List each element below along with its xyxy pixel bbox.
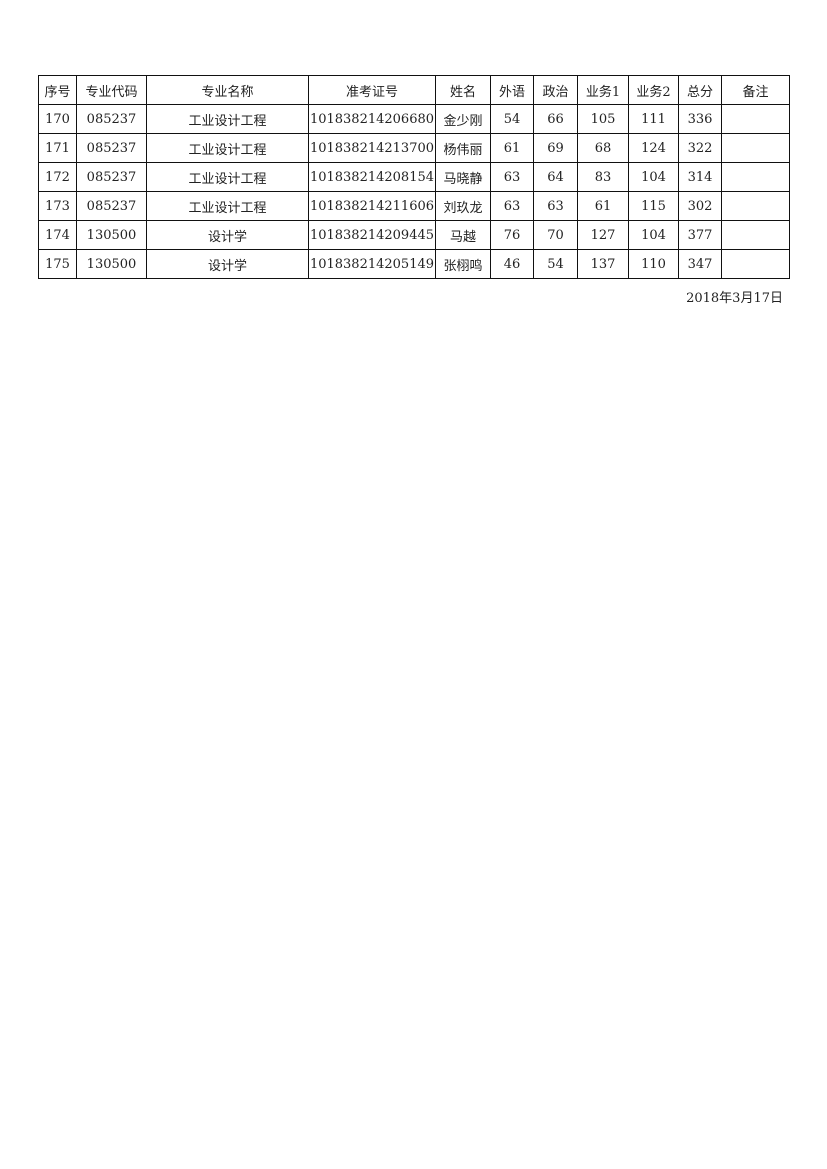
table-cell [721, 249, 790, 279]
table-cell: 64 [533, 162, 578, 192]
table-cell: 54 [533, 249, 578, 279]
table-cell [721, 162, 790, 192]
table-cell: 101838214206680 [308, 104, 436, 134]
table-cell: 130500 [76, 220, 147, 250]
table-cell: 104 [628, 162, 679, 192]
table-cell: 115 [628, 191, 679, 221]
table-cell: 68 [577, 133, 629, 163]
table-cell: 张栩鸣 [435, 249, 491, 279]
table-cell: 172 [38, 162, 77, 192]
table-cell: 63 [490, 191, 534, 221]
table-header-row: 序号 专业代码 专业名称 准考证号 姓名 外语 政治 业务1 业务2 总分 备注 [38, 75, 790, 105]
column-header: 专业名称 [146, 75, 309, 105]
table-cell: 175 [38, 249, 77, 279]
table-cell: 66 [533, 104, 578, 134]
table-cell: 101838214209445 [308, 220, 436, 250]
table-cell: 127 [577, 220, 629, 250]
column-header: 总分 [678, 75, 722, 105]
table-cell: 马越 [435, 220, 491, 250]
table-cell: 61 [490, 133, 534, 163]
table-cell [721, 133, 790, 163]
table-cell: 085237 [76, 191, 147, 221]
table-cell: 130500 [76, 249, 147, 279]
table-row: 173 085237 工业设计工程 101838214211606 刘玖龙 63 63 61 1… [38, 191, 790, 221]
table-cell: 46 [490, 249, 534, 279]
column-header: 姓名 [435, 75, 491, 105]
table-cell: 工业设计工程 [146, 104, 309, 134]
table-cell: 111 [628, 104, 679, 134]
table-row: 174 130500 设计学 101838214209445 马越 76 70 127 104 3… [38, 220, 790, 250]
table-cell: 工业设计工程 [146, 162, 309, 192]
table-cell: 085237 [76, 133, 147, 163]
column-header: 专业代码 [76, 75, 147, 105]
column-header: 准考证号 [308, 75, 436, 105]
column-header: 序号 [38, 75, 77, 105]
table-cell: 杨伟丽 [435, 133, 491, 163]
table-cell [721, 191, 790, 221]
table-cell: 刘玖龙 [435, 191, 491, 221]
table-cell: 70 [533, 220, 578, 250]
table-cell: 314 [678, 162, 722, 192]
table-cell: 金少刚 [435, 104, 491, 134]
table-cell: 马晓静 [435, 162, 491, 192]
table-cell: 322 [678, 133, 722, 163]
table-cell: 设计学 [146, 220, 309, 250]
table-cell: 137 [577, 249, 629, 279]
table-cell: 104 [628, 220, 679, 250]
table-cell: 085237 [76, 104, 147, 134]
column-header: 政治 [533, 75, 578, 105]
table-cell [721, 220, 790, 250]
table-cell: 173 [38, 191, 77, 221]
table-cell: 171 [38, 133, 77, 163]
table-cell: 69 [533, 133, 578, 163]
table-cell: 工业设计工程 [146, 191, 309, 221]
table-row: 170 085237 工业设计工程 101838214206680 金少刚 54 66 105… [38, 104, 790, 134]
table-row: 175 130500 设计学 101838214205149 张栩鸣 46 54 137 110… [38, 249, 790, 279]
table-cell: 101838214205149 [308, 249, 436, 279]
table-cell: 76 [490, 220, 534, 250]
table-cell: 工业设计工程 [146, 133, 309, 163]
table-row: 172 085237 工业设计工程 101838214208154 马晓静 63 64 83 1… [38, 162, 790, 192]
column-header: 外语 [490, 75, 534, 105]
table-cell: 101838214208154 [308, 162, 436, 192]
table-cell: 170 [38, 104, 77, 134]
table-cell: 336 [678, 104, 722, 134]
table-cell: 124 [628, 133, 679, 163]
table-cell [721, 104, 790, 134]
table-cell: 61 [577, 191, 629, 221]
table-cell: 105 [577, 104, 629, 134]
table-cell: 83 [577, 162, 629, 192]
table-cell: 101838214213700 [308, 133, 436, 163]
column-header: 备注 [721, 75, 790, 105]
table-row: 171 085237 工业设计工程 101838214213700 杨伟丽 61 69 68 1… [38, 133, 790, 163]
document-date: 2018年3月17日 [686, 291, 783, 306]
column-header: 业务2 [628, 75, 679, 105]
table-cell: 174 [38, 220, 77, 250]
table-cell: 54 [490, 104, 534, 134]
table-cell: 302 [678, 191, 722, 221]
table-cell: 63 [490, 162, 534, 192]
table-cell: 63 [533, 191, 578, 221]
table-cell: 085237 [76, 162, 147, 192]
score-table: 序号 专业代码 专业名称 准考证号 姓名 外语 政治 业务1 业务2 总分 备注 170 085237… [38, 75, 790, 279]
table-cell: 设计学 [146, 249, 309, 279]
column-header: 业务1 [577, 75, 629, 105]
table-cell: 347 [678, 249, 722, 279]
table-cell: 110 [628, 249, 679, 279]
table-cell: 101838214211606 [308, 191, 436, 221]
table-cell: 377 [678, 220, 722, 250]
